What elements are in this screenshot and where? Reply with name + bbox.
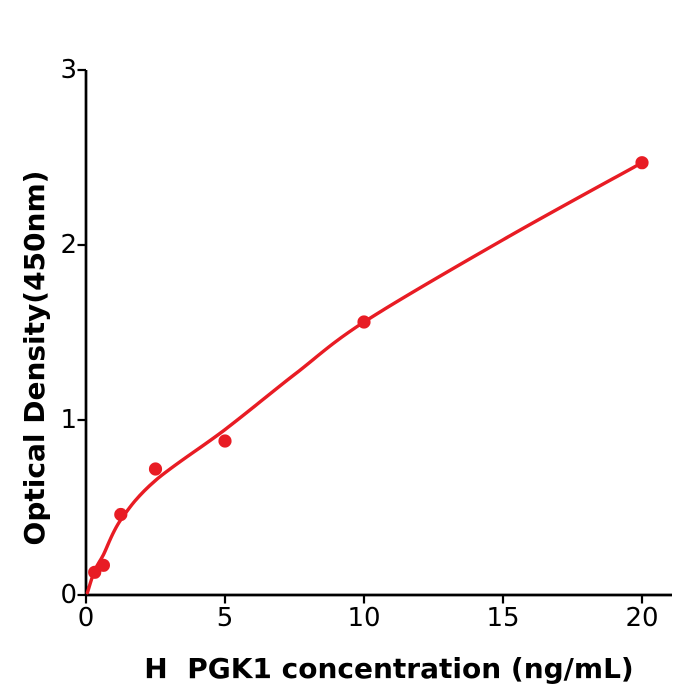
y-tick-label: 1 bbox=[60, 405, 77, 435]
data-point bbox=[357, 315, 371, 329]
axes bbox=[77, 68, 672, 604]
data-points bbox=[88, 156, 649, 579]
x-tick-label: 0 bbox=[77, 603, 95, 633]
y-tick-label: 0 bbox=[60, 580, 77, 610]
x-axis-title: H PGK1 concentration (ng/mL) bbox=[144, 652, 634, 685]
x-tick-label: 10 bbox=[347, 603, 381, 633]
x-tick-label: 20 bbox=[625, 603, 659, 633]
x-tick-marks bbox=[84, 595, 644, 604]
y-axis-title: Optical Density(450nm) bbox=[18, 170, 51, 546]
y-tick-label: 3 bbox=[60, 55, 77, 85]
data-point bbox=[148, 462, 163, 476]
data-point bbox=[96, 558, 110, 572]
y-tick-label: 2 bbox=[60, 230, 77, 260]
y-tick-marks bbox=[77, 68, 86, 597]
fit-curve-line bbox=[85, 161, 644, 595]
data-point bbox=[114, 507, 128, 522]
data-point bbox=[635, 156, 649, 170]
x-tick-label: 15 bbox=[486, 603, 520, 633]
x-tick-label: 5 bbox=[216, 603, 234, 633]
data-point bbox=[218, 434, 232, 448]
